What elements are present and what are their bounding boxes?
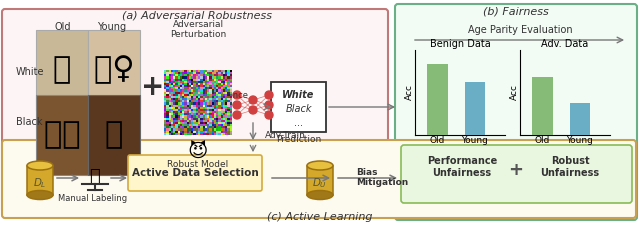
FancyBboxPatch shape [395, 4, 637, 220]
Ellipse shape [307, 191, 333, 199]
Text: Age Parity Evaluation: Age Parity Evaluation [468, 25, 572, 35]
Text: 👱‍♀️: 👱‍♀️ [93, 55, 134, 85]
Circle shape [233, 91, 241, 99]
Text: ...: ... [294, 118, 303, 128]
Y-axis label: Acc: Acc [404, 85, 413, 101]
Text: Black: Black [16, 117, 42, 127]
Text: White: White [16, 67, 45, 77]
Text: (b) Fairness: (b) Fairness [483, 6, 549, 16]
FancyBboxPatch shape [2, 140, 636, 218]
Text: 🧑‍🦱: 🧑‍🦱 [44, 120, 80, 150]
Text: Active Data Selection: Active Data Selection [132, 168, 259, 178]
Bar [532, 77, 553, 135]
Bar [36, 95, 88, 175]
Circle shape [265, 111, 273, 119]
Ellipse shape [307, 161, 333, 170]
Circle shape [265, 101, 273, 109]
Text: Inference: Inference [208, 91, 248, 100]
Bar [88, 95, 140, 175]
Text: Young: Young [97, 22, 127, 32]
Title: Benign Data: Benign Data [429, 39, 490, 49]
Circle shape [249, 106, 257, 114]
Text: 🧑: 🧑 [90, 168, 100, 186]
Bar [27, 166, 53, 195]
Circle shape [233, 101, 241, 109]
Circle shape [233, 111, 241, 119]
Text: (a) Adversarial Robustness: (a) Adversarial Robustness [122, 10, 272, 20]
Ellipse shape [27, 161, 53, 170]
Bar [570, 103, 590, 135]
Text: 👴: 👴 [53, 55, 71, 85]
Text: Robust Model: Robust Model [168, 160, 228, 169]
Bar [88, 30, 140, 110]
Bar [465, 82, 485, 135]
Text: Old: Old [55, 22, 71, 32]
Circle shape [249, 96, 257, 104]
Bar [271, 82, 326, 132]
Text: (c) Active Learning: (c) Active Learning [268, 212, 372, 222]
FancyBboxPatch shape [128, 155, 262, 191]
Ellipse shape [27, 191, 53, 199]
Text: White: White [282, 90, 315, 100]
Text: Black: Black [285, 104, 312, 114]
Bar [427, 64, 448, 135]
Text: +: + [141, 73, 164, 101]
Text: Performance
Unfairness: Performance Unfairness [427, 156, 497, 178]
Text: $D_L$: $D_L$ [33, 176, 47, 190]
Bar [307, 166, 333, 195]
Text: Manual Labeling: Manual Labeling [58, 194, 127, 203]
Text: Prediction: Prediction [276, 135, 321, 144]
Text: Adversarial
Perturbation: Adversarial Perturbation [170, 20, 226, 39]
Title: Adv. Data: Adv. Data [541, 39, 589, 49]
Text: 🧒: 🧒 [105, 120, 123, 150]
Text: Bias
Mitigation: Bias Mitigation [356, 168, 408, 187]
FancyBboxPatch shape [401, 145, 632, 203]
Text: +: + [509, 161, 524, 179]
FancyBboxPatch shape [2, 9, 388, 213]
Y-axis label: Acc: Acc [509, 85, 518, 101]
Text: 😈: 😈 [188, 143, 208, 162]
Text: Robust
Unfairness: Robust Unfairness [540, 156, 600, 178]
Text: $D_U$: $D_U$ [312, 176, 328, 190]
Text: Adv-Train: Adv-Train [265, 131, 306, 139]
Circle shape [265, 91, 273, 99]
Bar [36, 30, 88, 110]
